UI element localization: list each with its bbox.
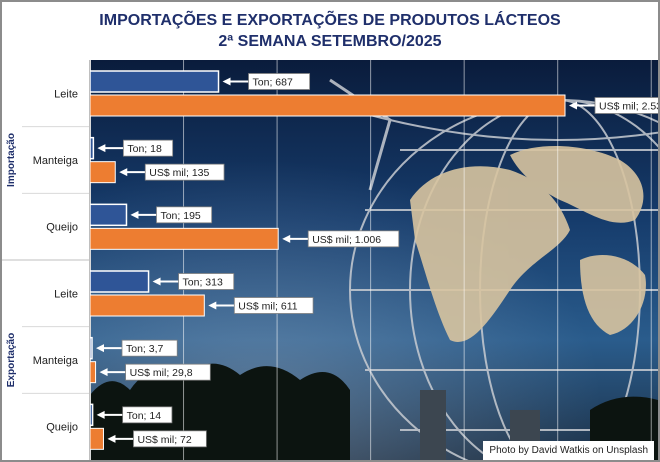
label-box (156, 206, 213, 224)
photo-credit: Photo by David Watkis on Unsplash (483, 441, 654, 460)
bar-ton (90, 403, 94, 427)
label-box (307, 230, 400, 248)
data-label-ton: Ton; 14 (127, 410, 162, 422)
data-label-usd: US$ mil; 1.006 (312, 234, 381, 246)
category-label: Manteiga (33, 155, 79, 167)
data-label-usd: US$ mil; 72 (137, 434, 191, 446)
label-box (178, 273, 235, 290)
label-arrow (222, 77, 231, 86)
label-box (144, 163, 225, 181)
bar-ton (90, 203, 128, 227)
label-arrow (96, 344, 104, 353)
bar-usd (90, 227, 279, 250)
category-label: Queijo (46, 422, 78, 434)
label-box (121, 339, 178, 357)
title-line-2: 2ª SEMANA SETEMBRO/2025 (218, 33, 442, 50)
title-line-1: IMPORTAÇÕES E EXPORTAÇÕES DE PRODUTOS LÁ… (99, 12, 561, 29)
bar-ton (90, 70, 220, 93)
category-label: Leite (54, 288, 78, 300)
label-box (133, 430, 207, 448)
label-box (248, 73, 311, 90)
data-label-usd: US$ mil; 29,8 (130, 367, 193, 379)
label-arrow (569, 101, 577, 110)
bar-usd (90, 294, 205, 317)
label-box (122, 139, 174, 157)
label-box (125, 363, 211, 381)
bar-usd (90, 427, 104, 450)
chart-title: IMPORTAÇÕES E EXPORTAÇÕES DE PRODUTOS LÁ… (2, 10, 658, 52)
label-arrow (119, 168, 128, 177)
group-label: Importação (6, 133, 17, 187)
bar-chart: Ton; 687 US$ mil; 2.539 Ton; 18 US$ mil; 13… (90, 60, 658, 460)
bar-usd (90, 361, 97, 384)
label-arrow (208, 301, 217, 310)
bar-usd (90, 94, 566, 117)
category-label: Manteiga (33, 355, 79, 367)
label-box (233, 297, 314, 314)
category-axis: Importação Leite Manteiga Queijo Exportação L… (2, 60, 90, 460)
continent-shapes (410, 145, 646, 342)
data-label-usd: US$ mil; 135 (149, 167, 209, 179)
label-arrow (130, 210, 139, 219)
bar-ton (90, 270, 150, 293)
bar-ton (90, 136, 95, 160)
label-arrow (152, 277, 161, 286)
data-label-ton: Ton; 195 (160, 210, 200, 222)
plot-area: Ton; 687 US$ mil; 2.539 Ton; 18 US$ mil; 13… (90, 60, 658, 460)
group-label: Exportação (6, 333, 17, 387)
bar-usd (90, 161, 116, 184)
data-label-ton: Ton; 687 (253, 77, 293, 89)
category-label: Queijo (46, 222, 78, 234)
category-label: Leite (54, 88, 78, 100)
data-label-ton: Ton; 313 (183, 277, 223, 289)
data-label-ton: Ton; 3,7 (126, 343, 164, 355)
data-label-usd: US$ mil; 611 (238, 301, 297, 313)
label-arrow (282, 234, 291, 243)
label-arrow (107, 434, 116, 443)
label-box (594, 97, 658, 114)
label-arrow (99, 368, 108, 377)
data-label-usd: US$ mil; 2.539 (599, 101, 658, 113)
bar-ton (90, 336, 93, 360)
data-label-ton: Ton; 18 (127, 143, 162, 155)
label-arrow (97, 144, 106, 153)
label-arrow (96, 410, 105, 419)
label-box (122, 406, 173, 424)
